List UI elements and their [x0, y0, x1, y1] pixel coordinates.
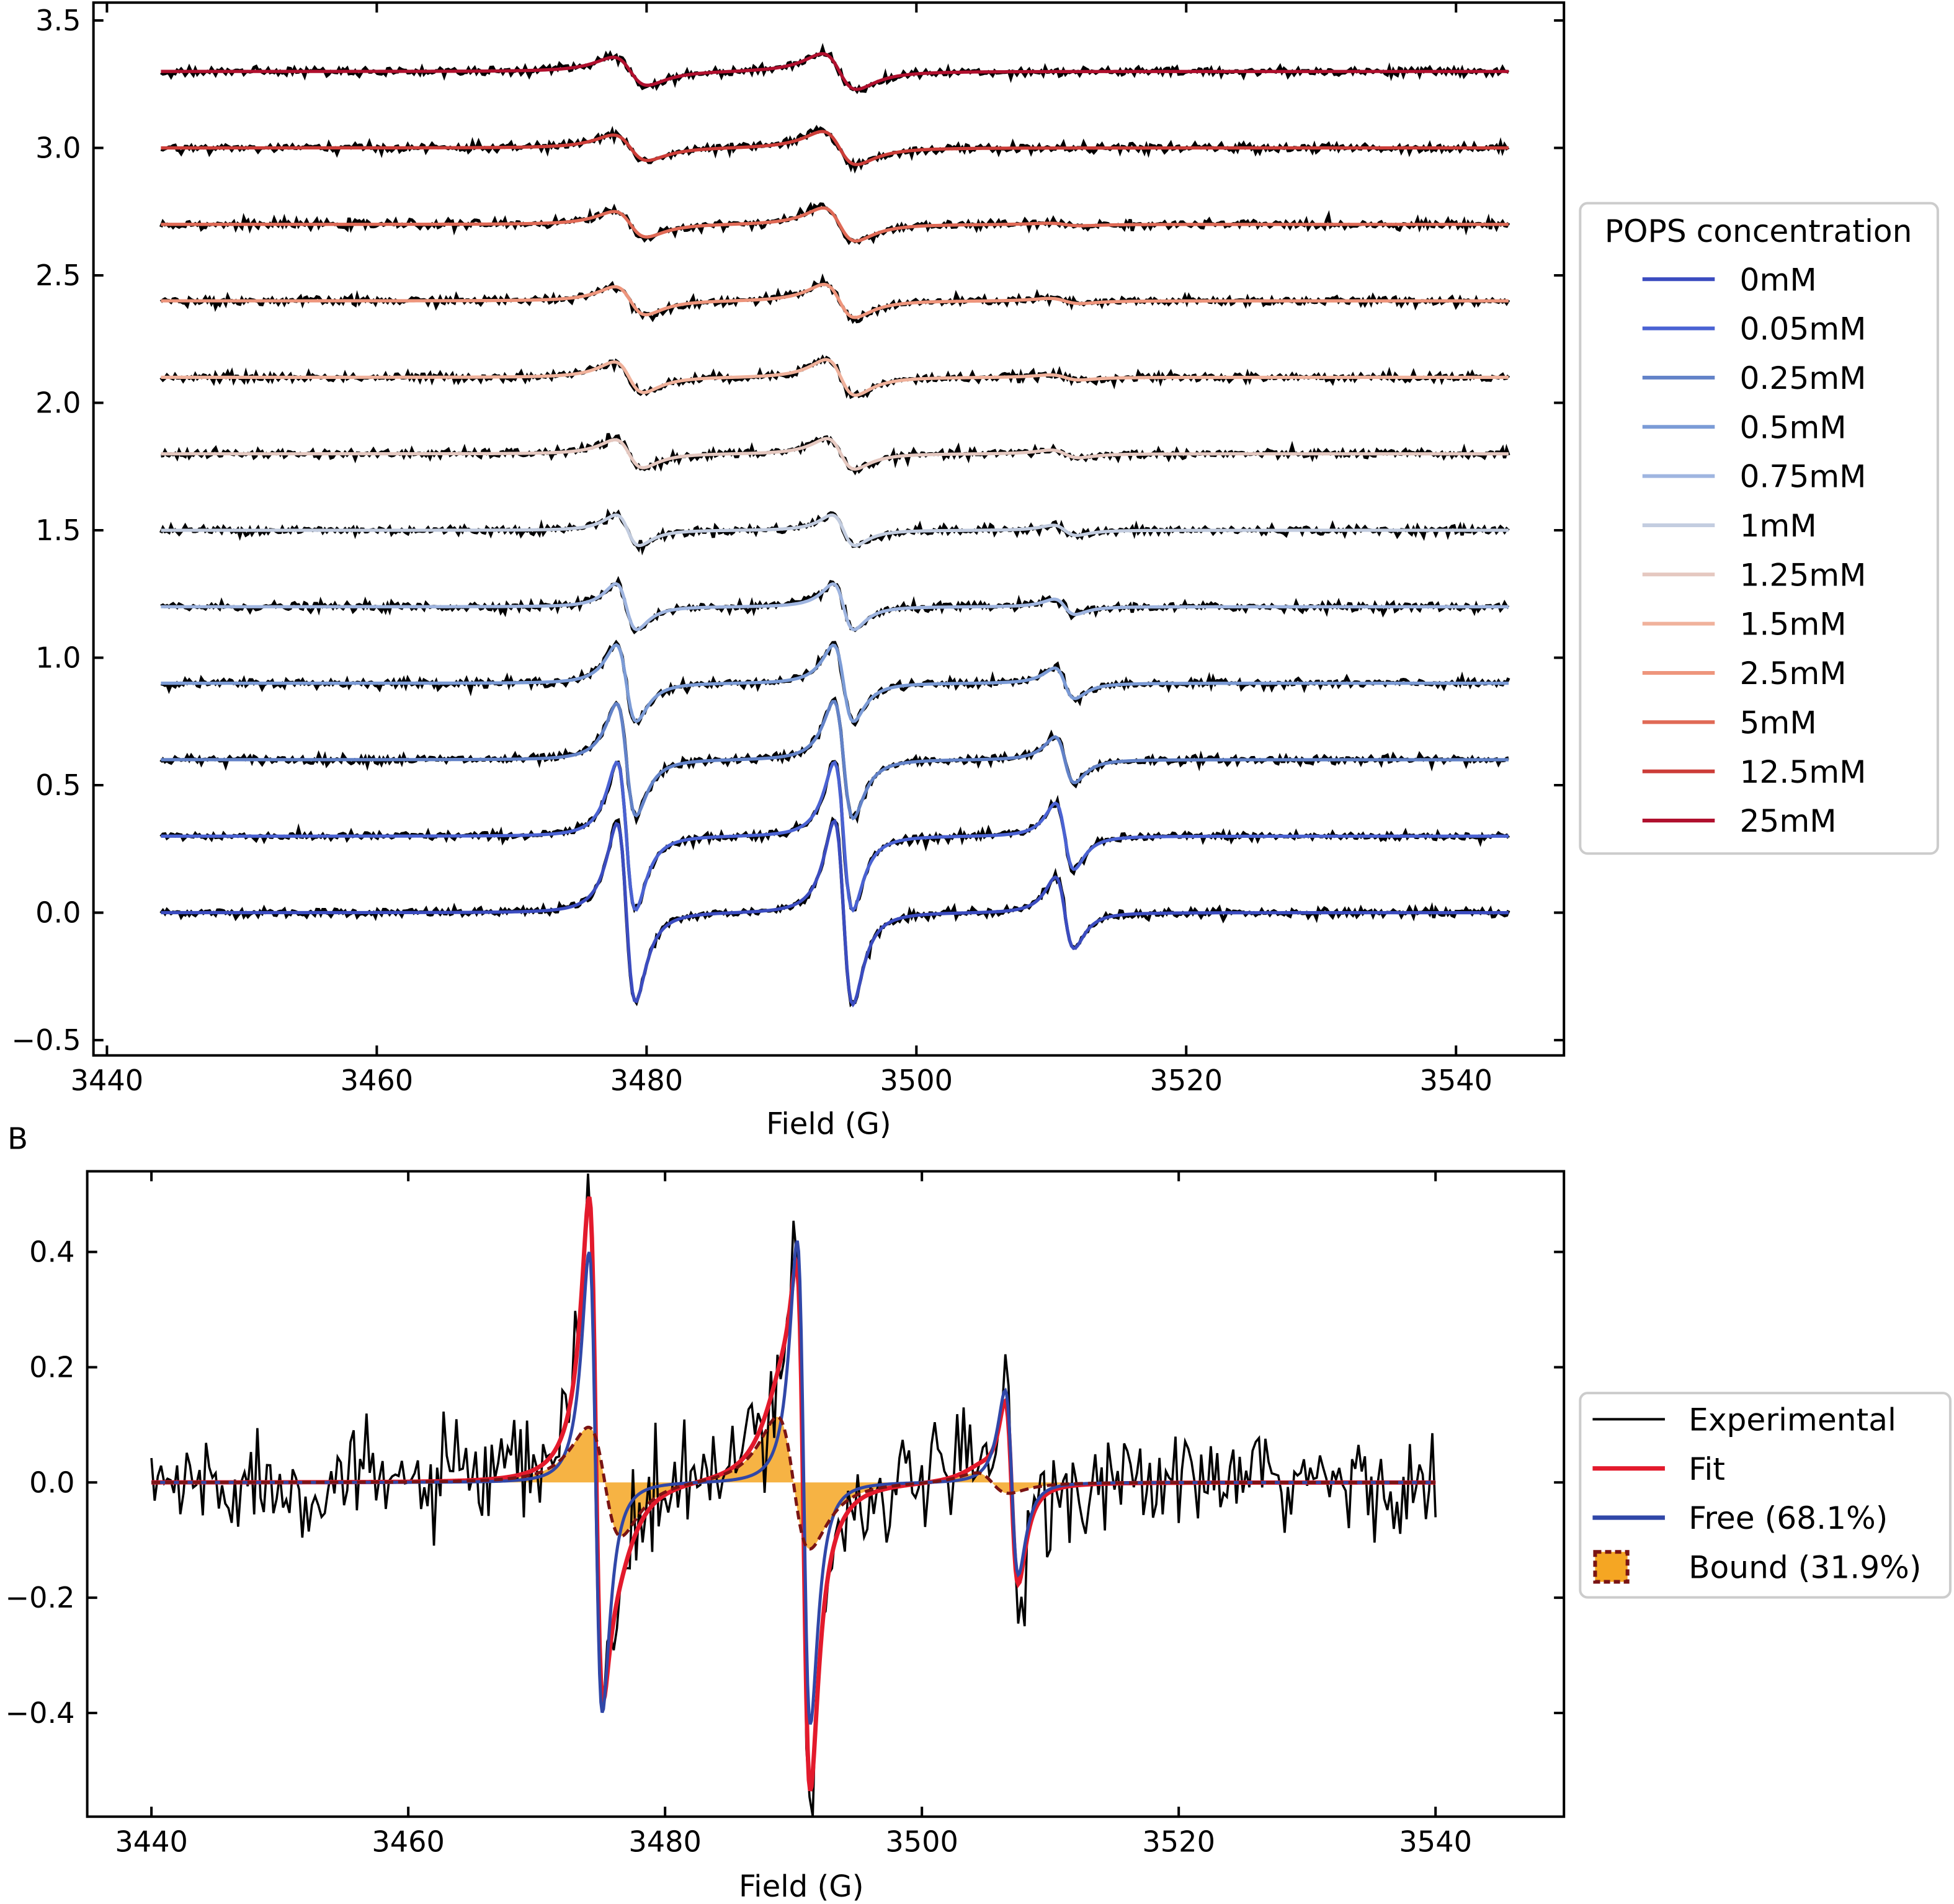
fit-trace-1.25mM: [161, 437, 1509, 471]
y-tick-label: −0.5: [11, 1023, 81, 1057]
legend-label: 5mM: [1739, 704, 1816, 741]
bound-trace: [151, 1415, 1436, 1551]
x-tick-label: 3460: [341, 1064, 414, 1097]
legend-label: 0.05mM: [1739, 311, 1866, 347]
legend-label: 0mM: [1739, 261, 1816, 298]
x-axis-title: Field (G): [766, 1106, 891, 1141]
legend-label: 12.5mM: [1739, 754, 1866, 790]
fit-trace-12.5mM: [161, 130, 1509, 166]
legend-label: 1.5mM: [1739, 606, 1846, 643]
y-tick-label: 3.5: [35, 4, 81, 37]
y-tick-label: 2.0: [35, 386, 81, 420]
legend-frame: [1579, 202, 1939, 855]
fit-trace-0.75mM: [161, 582, 1509, 631]
x-tick-label: 3540: [1399, 1825, 1472, 1858]
y-tick-label: 0.4: [29, 1235, 74, 1269]
x-tick-label: 3460: [372, 1825, 445, 1858]
legend-title: POPS concentration: [1605, 213, 1912, 249]
legend-label: Free (68.1%): [1689, 1500, 1888, 1536]
y-tick-label: 3.0: [35, 131, 81, 165]
x-tick-label: 3500: [885, 1825, 958, 1858]
experimental-trace: [150, 1173, 1437, 1817]
legend-label: 1mM: [1739, 507, 1816, 544]
x-tick-label: 3500: [880, 1064, 953, 1097]
panel-a: 3440 3460 3480 3500 3520 3540 −0.5 0.0 0.5 1.0 1.5…: [11, 1, 1939, 1141]
fit-trace-25mM: [161, 52, 1509, 91]
legend: POPS concentration 0mM 0.05mM 0.25mM 0.5mM 0.…: [1579, 202, 1939, 855]
fit-trace-0.5mM: [161, 643, 1509, 724]
y-tick-label: 1.0: [35, 641, 81, 675]
x-axis-title: Field (G): [739, 1869, 864, 1904]
legend-label: Bound (31.9%): [1689, 1549, 1921, 1585]
x-tick-label: 3520: [1142, 1825, 1215, 1858]
legend-label: 2.5mM: [1739, 655, 1846, 692]
legend-label: Fit: [1689, 1451, 1725, 1487]
y-tick-label: 0.0: [29, 1466, 74, 1499]
legend-label: Experimental: [1689, 1401, 1896, 1438]
plot-frame: [92, 1, 1566, 1057]
legend-label: 25mM: [1739, 803, 1836, 839]
legend-label: 0.25mM: [1739, 360, 1866, 396]
y-tick-label: 0.5: [35, 768, 81, 802]
legend-frame: [1579, 1392, 1952, 1599]
legend-label: 1.25mM: [1739, 556, 1866, 593]
experimental-trace-25mM: [159, 43, 1510, 94]
x-tick-label: 3480: [628, 1825, 702, 1858]
y-tick-label: 0.2: [29, 1351, 74, 1384]
legend-label: 0.75mM: [1739, 458, 1866, 495]
x-tick-label: 3440: [115, 1825, 188, 1858]
y-tick-label: −0.4: [5, 1696, 74, 1730]
x-tick-label: 3480: [610, 1064, 684, 1097]
legend: Experimental Fit Free (68.1%) Bound (31.9%): [1579, 1392, 1952, 1599]
x-tick-label: 3540: [1419, 1064, 1492, 1097]
fit-trace-2.5mM: [161, 282, 1509, 319]
fit-trace-0.05mM: [161, 760, 1509, 913]
x-tick-label: 3440: [71, 1064, 144, 1097]
panel-b: 3440 3460 3480 3500 3520 3540 −0.4 −0.2 0.0 0.2 0.…: [5, 1121, 1952, 1904]
fit-trace-1.5mM: [161, 358, 1509, 397]
y-tick-label: 1.5: [35, 514, 81, 547]
y-tick-label: 2.5: [35, 259, 81, 292]
y-tick-label: −0.2: [5, 1581, 74, 1614]
fit-trace-0mM: [161, 819, 1509, 1008]
fit-trace-0.25mM: [161, 700, 1509, 821]
experimental-trace-0.25mM: [159, 696, 1509, 825]
plot-frame: [86, 1170, 1566, 1818]
x-tick-label: 3520: [1149, 1064, 1223, 1097]
y-tick-label: 0.0: [35, 896, 81, 930]
legend-label: 0.5mM: [1739, 409, 1846, 445]
legend-swatch: [1593, 1550, 1630, 1584]
panel-label: B: [7, 1121, 28, 1156]
fit-trace-1mM: [161, 513, 1509, 548]
fit-trace-5mM: [161, 206, 1509, 243]
